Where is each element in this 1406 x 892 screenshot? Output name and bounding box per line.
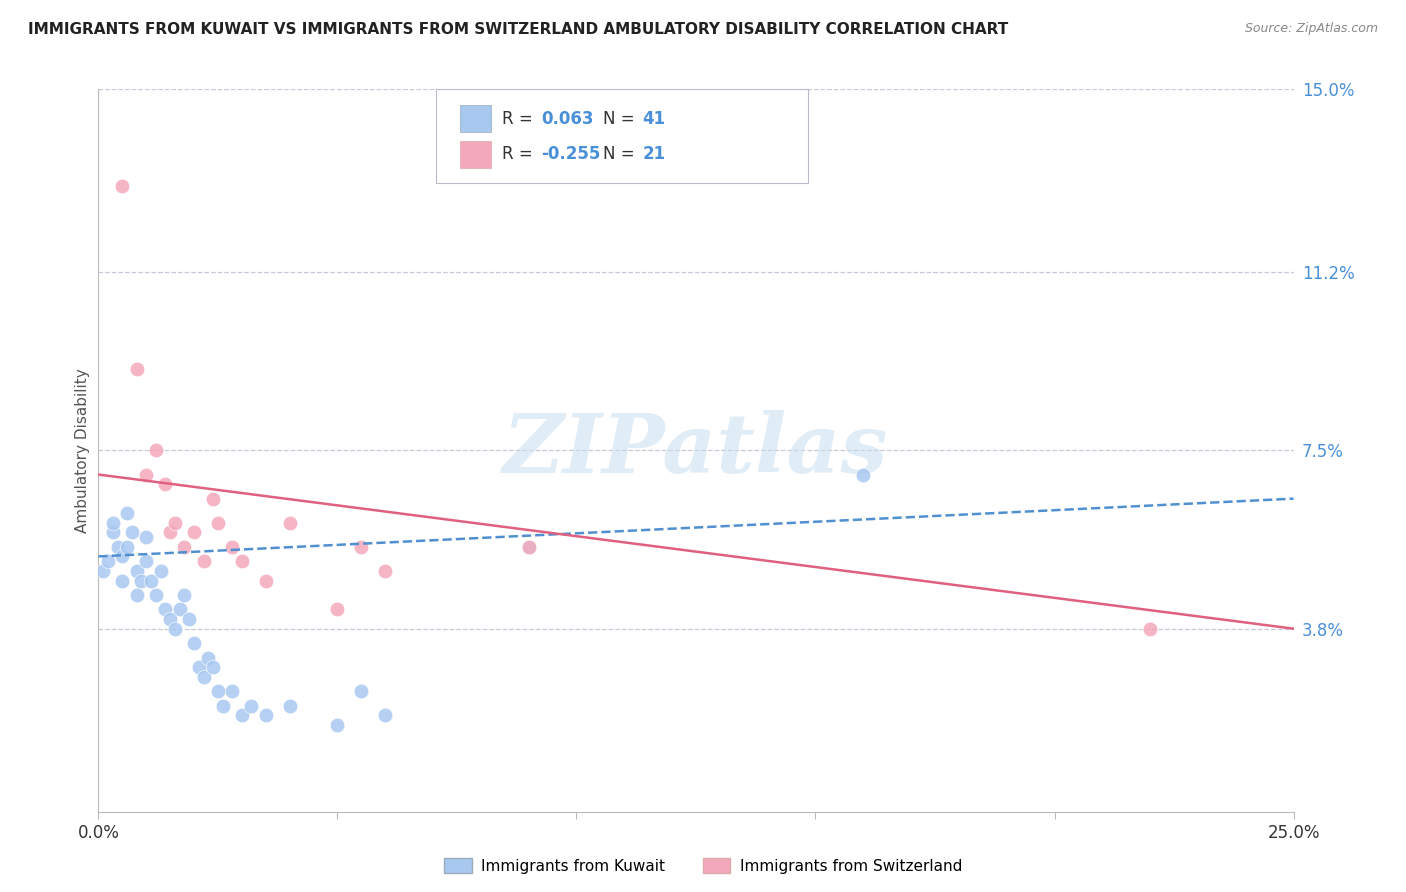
Point <box>91 564 114 578</box>
Point <box>111 574 134 588</box>
Point <box>97 554 120 568</box>
Point <box>101 525 124 540</box>
Point <box>115 540 138 554</box>
Point <box>101 516 124 530</box>
Point <box>193 670 215 684</box>
Point <box>197 650 219 665</box>
Point <box>159 612 181 626</box>
Point <box>173 588 195 602</box>
Point <box>517 540 540 554</box>
Point <box>374 564 396 578</box>
Point <box>193 554 215 568</box>
Point <box>278 698 301 713</box>
Point <box>173 540 195 554</box>
Point <box>145 443 167 458</box>
Point <box>121 525 143 540</box>
Point <box>207 684 229 698</box>
Point <box>231 554 253 568</box>
Point <box>169 602 191 616</box>
Point <box>163 516 186 530</box>
Text: 0.063: 0.063 <box>541 110 593 128</box>
Point <box>183 525 205 540</box>
Text: R =: R = <box>502 110 538 128</box>
Point <box>159 525 181 540</box>
Point <box>221 684 243 698</box>
Point <box>115 506 138 520</box>
Point <box>139 574 162 588</box>
Point <box>278 516 301 530</box>
Text: N =: N = <box>603 145 640 163</box>
Point <box>254 574 277 588</box>
Point <box>183 636 205 650</box>
Point <box>350 540 373 554</box>
Legend: Immigrants from Kuwait, Immigrants from Switzerland: Immigrants from Kuwait, Immigrants from … <box>437 852 969 880</box>
Y-axis label: Ambulatory Disability: Ambulatory Disability <box>75 368 90 533</box>
Point <box>107 540 129 554</box>
Point <box>131 574 153 588</box>
Point <box>517 540 540 554</box>
Text: -0.255: -0.255 <box>541 145 600 163</box>
Point <box>211 698 233 713</box>
Text: R =: R = <box>502 145 538 163</box>
Point <box>852 467 875 482</box>
Text: 41: 41 <box>643 110 665 128</box>
Point <box>135 467 157 482</box>
Point <box>155 477 177 491</box>
Point <box>1139 622 1161 636</box>
Point <box>202 660 225 674</box>
Point <box>135 554 157 568</box>
Text: 21: 21 <box>643 145 665 163</box>
Point <box>163 622 186 636</box>
Point <box>179 612 201 626</box>
Point <box>326 602 349 616</box>
Text: IMMIGRANTS FROM KUWAIT VS IMMIGRANTS FROM SWITZERLAND AMBULATORY DISABILITY CORR: IMMIGRANTS FROM KUWAIT VS IMMIGRANTS FRO… <box>28 22 1008 37</box>
Text: Source: ZipAtlas.com: Source: ZipAtlas.com <box>1244 22 1378 36</box>
Point <box>231 708 253 723</box>
Point <box>125 361 148 376</box>
Point <box>350 684 373 698</box>
Point <box>221 540 243 554</box>
Point <box>202 491 225 506</box>
Point <box>149 564 172 578</box>
Point <box>145 588 167 602</box>
Point <box>125 588 148 602</box>
Point <box>111 178 134 193</box>
Point <box>155 602 177 616</box>
Point <box>125 564 148 578</box>
Point <box>374 708 396 723</box>
Point <box>135 530 157 544</box>
Point <box>187 660 209 674</box>
Point <box>207 516 229 530</box>
Point <box>240 698 263 713</box>
Text: N =: N = <box>603 110 640 128</box>
Point <box>254 708 277 723</box>
Text: ZIPatlas: ZIPatlas <box>503 410 889 491</box>
Point <box>326 718 349 732</box>
Point <box>111 549 134 564</box>
